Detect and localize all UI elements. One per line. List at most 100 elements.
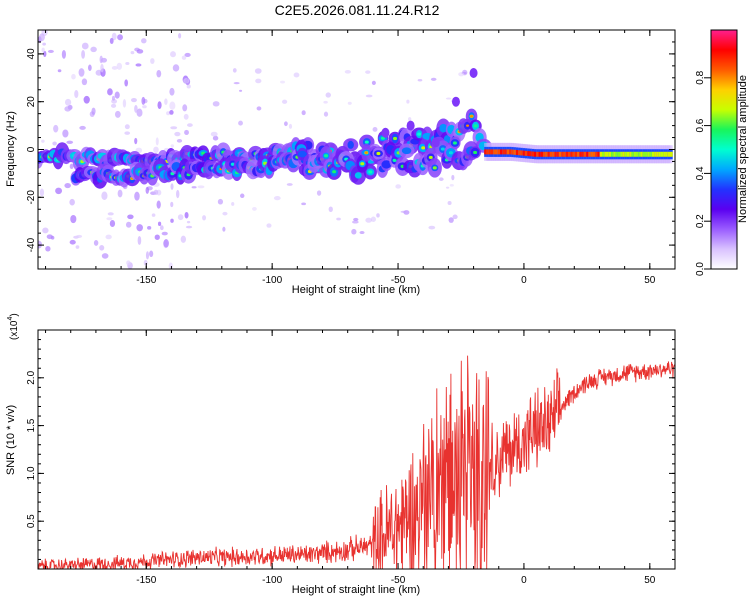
spectrogram-noise <box>153 189 159 195</box>
spectrogram-noise <box>254 68 262 74</box>
snr-y-axis: 0.5 1.0 1.5 2.0 <box>26 329 675 570</box>
spectrogram-noise <box>186 84 191 89</box>
spectrogram-noise <box>430 77 437 81</box>
spectrogram-noise <box>284 121 288 127</box>
spectrogram-noise <box>131 97 137 103</box>
spectrogram-noise <box>323 100 328 104</box>
x-tick-label: 50 <box>644 275 656 286</box>
spectrogram-cell <box>432 166 437 170</box>
snr-frame <box>37 329 676 570</box>
spectrogram-noise <box>323 111 329 117</box>
spectrogram-noise <box>336 217 341 221</box>
spectrogram-noise <box>61 49 67 59</box>
spectrogram-noise <box>135 63 142 67</box>
spectrogram-cell <box>393 136 398 141</box>
spectrogram-noise <box>183 113 189 120</box>
spectrogram-noise <box>222 226 226 232</box>
spectrogram-noise <box>125 221 132 228</box>
spectrogram-noise <box>181 55 187 60</box>
spectrogram-noise <box>371 80 376 86</box>
snr-y-multiplier: (x104) <box>7 313 20 340</box>
spectrogram-noise <box>42 227 49 234</box>
spectrogram-noise <box>81 78 88 86</box>
spectrogram-noise <box>39 188 45 197</box>
spectrogram-noise <box>161 231 168 236</box>
spectrogram-noise <box>166 111 171 116</box>
spectrogram-cell <box>448 151 453 155</box>
x-tick-label: -100 <box>262 575 282 586</box>
spectrogram-cell <box>297 150 307 158</box>
spectrogram-cell <box>368 170 373 174</box>
spectrogram-noise <box>150 58 155 64</box>
spectrogram-noise <box>107 212 114 216</box>
spectrogram-cell <box>364 140 369 144</box>
spectrogram-noise <box>255 78 262 84</box>
spectrogram-noise <box>169 87 175 96</box>
spectrogram-noise <box>46 234 53 240</box>
spectrogram-noise <box>408 117 412 122</box>
spectrogram-noise <box>69 198 75 206</box>
spectrogram-cell <box>360 162 365 166</box>
spectrogram-noise <box>75 245 80 249</box>
spectrogram-noise <box>156 69 162 78</box>
spectrogram-noise <box>448 217 454 223</box>
x-tick-label: 0 <box>521 575 527 586</box>
spectrogram-noise <box>38 240 43 249</box>
spectrogram-noise <box>266 223 272 228</box>
spectrogram-noise <box>352 220 359 224</box>
spectrogram-noise <box>111 66 118 70</box>
spectrogram-noise <box>111 95 116 101</box>
spectrogram-noise <box>142 105 147 109</box>
spectrogram-feature <box>406 120 415 131</box>
spectrogram-noise <box>136 108 143 117</box>
snr-panel: -150 -100 -50 0 50 0.5 1.0 1.5 2.0 Height of st… <box>5 313 676 596</box>
spectrogram-noise <box>328 206 333 213</box>
spectrogram-noise <box>293 72 300 78</box>
spectrogram-feature <box>381 127 390 138</box>
spectrogram-noise <box>155 137 159 146</box>
snr-x-axis: -150 -100 -50 0 50 <box>45 330 676 586</box>
snr-y-multiplier-exp: 4 <box>7 317 14 321</box>
spectrogram-cell <box>354 172 362 179</box>
spectrogram-noise <box>316 190 322 196</box>
spectrogram-feature <box>451 96 460 107</box>
y-tick-label: 1.5 <box>26 418 37 432</box>
snr-y-multiplier-base: (x10 <box>9 320 20 340</box>
spectrogram-noise <box>164 98 168 105</box>
y-tick-label: 2.0 <box>26 370 37 384</box>
spectrogram-noise <box>395 184 401 189</box>
spectrogram-noise <box>106 217 113 221</box>
spectrogram-noise <box>145 251 150 260</box>
spectrogram-cell <box>667 151 673 157</box>
spectrogram-noise <box>136 224 143 232</box>
x-tick-label: -100 <box>262 275 282 286</box>
spectrogram-noise <box>99 244 105 251</box>
spectrogram-noise <box>417 79 423 82</box>
spectrogram-noise <box>99 55 103 64</box>
spectrogram-noise <box>301 110 306 116</box>
spectrogram-feature <box>469 68 478 79</box>
spectrogram-noise <box>116 62 123 70</box>
spectrogram-noise <box>182 104 188 112</box>
spectrogram-noise <box>344 69 351 74</box>
spectrogram-noise <box>125 61 130 66</box>
spectrogram-noise <box>78 68 85 77</box>
spectrogram-noise <box>256 106 262 111</box>
spectrogram-cell <box>376 151 381 156</box>
spectrogram-noise <box>370 216 376 222</box>
spectrogram-noise <box>157 221 162 226</box>
spectrogram-noise <box>176 189 180 199</box>
spectrogram-cell <box>452 141 457 145</box>
spectrogram-noise <box>41 139 45 143</box>
spectrogram-noise <box>232 68 237 73</box>
spectrogram-noise <box>81 50 86 59</box>
spectrogram-y-axis: -40 -20 0 20 40 <box>26 29 675 270</box>
snr-line <box>38 355 675 569</box>
spectrogram-noise <box>149 250 154 258</box>
colorbar-tick-label: 0.6 <box>695 118 706 132</box>
spectrogram-x-label: Height of straight line (km) <box>292 284 420 296</box>
spectrogram-noise <box>117 34 123 41</box>
spectrogram-noise <box>376 213 380 218</box>
spectrogram-noise <box>210 131 218 137</box>
spectrogram-noise <box>447 201 452 206</box>
